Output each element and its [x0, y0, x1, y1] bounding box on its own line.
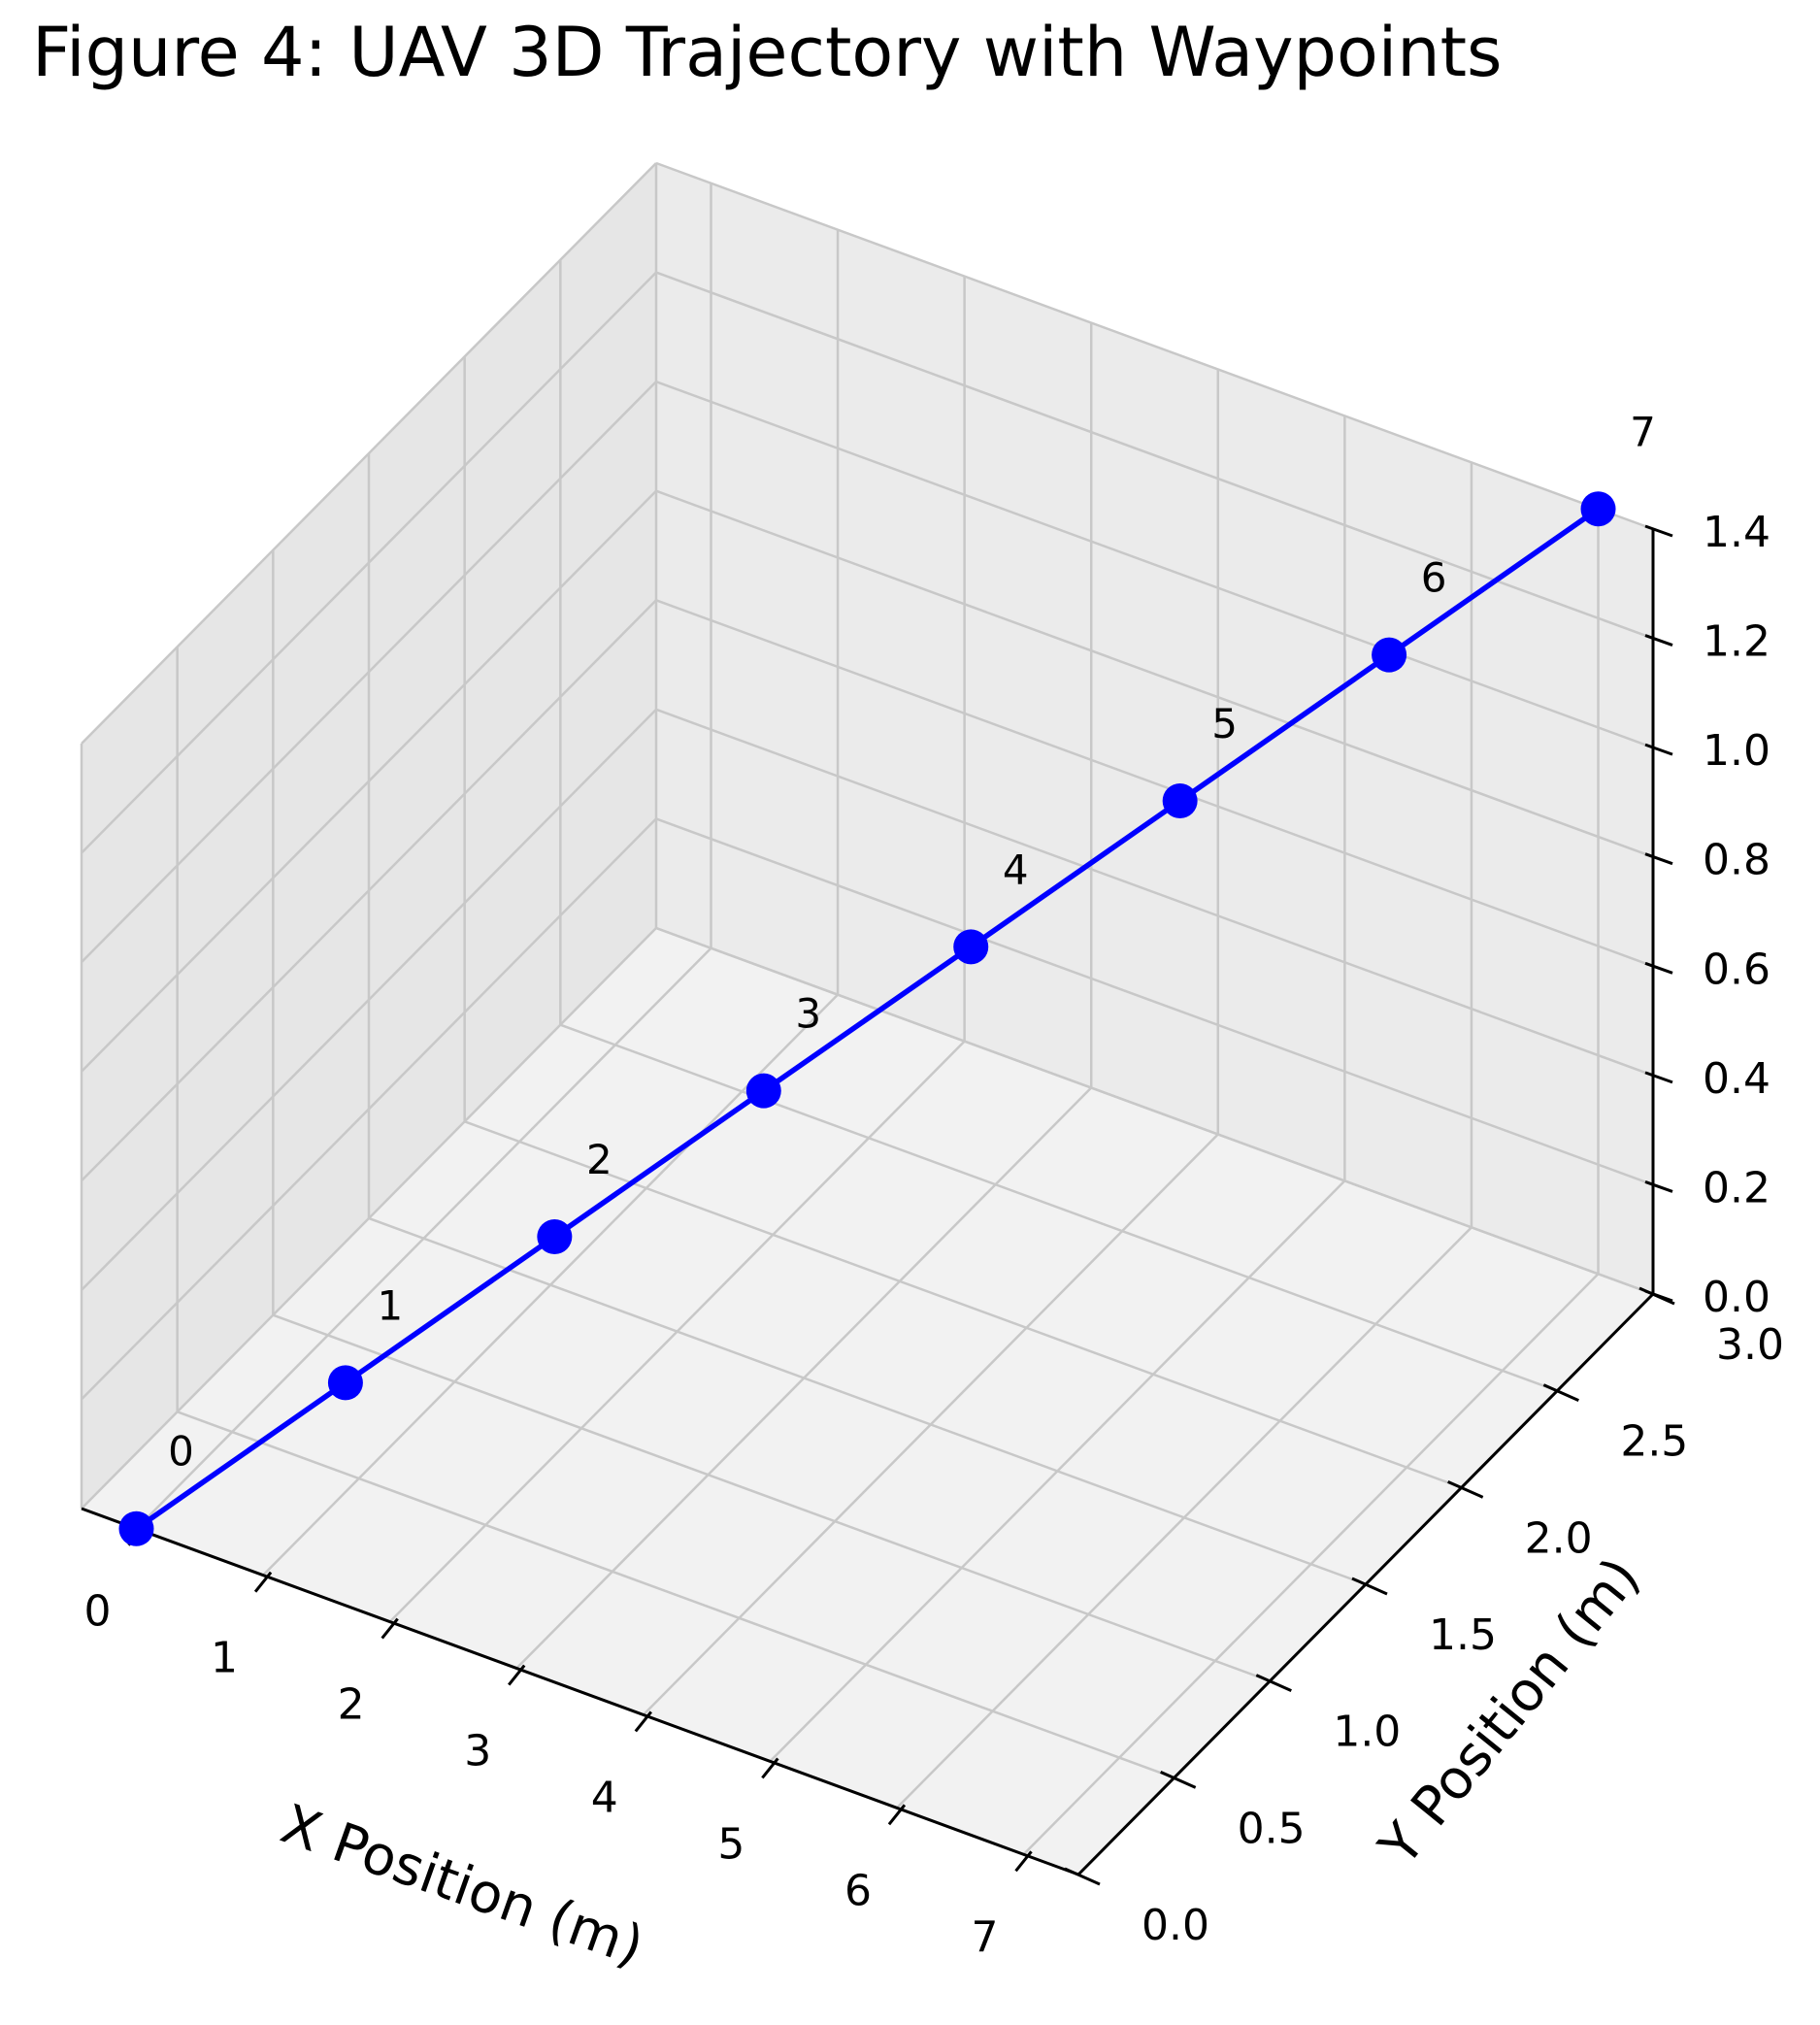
z-tick-label: 0.0 — [1703, 1273, 1770, 1322]
z-tick-label: 0.4 — [1703, 1054, 1770, 1104]
trajectory-series — [118, 491, 1616, 1546]
x-tick — [508, 1664, 526, 1686]
x-tick-label: 6 — [844, 1866, 872, 1915]
grid-z-left — [81, 489, 657, 1073]
x-tick — [381, 1617, 399, 1640]
grid-y-floor — [177, 1411, 1175, 1779]
grid-z-back — [655, 817, 1654, 1186]
waypoint-label: 4 — [1003, 846, 1029, 893]
waypoint-marker — [118, 1510, 154, 1546]
x-tick-label: 2 — [338, 1680, 365, 1730]
waypoint-label: 2 — [586, 1136, 612, 1183]
grid-z-left — [81, 271, 657, 854]
waypoint-marker — [745, 1073, 781, 1109]
y-tick-label: 1.5 — [1429, 1610, 1497, 1660]
waypoint-marker — [953, 929, 989, 965]
x-tick-label: 7 — [972, 1912, 999, 1962]
z-tick-label: 1.2 — [1703, 617, 1770, 667]
waypoint-label: 7 — [1630, 408, 1656, 455]
waypoint-marker — [1162, 782, 1198, 818]
x-tick-label: 0 — [83, 1587, 111, 1637]
x-tick — [887, 1804, 907, 1826]
x-tick-label: 5 — [717, 1819, 745, 1869]
grid-z-back — [655, 599, 1654, 968]
x-tick — [634, 1710, 652, 1733]
y-axis-label: Y Position (m) — [1367, 1546, 1652, 1878]
y-tick — [1542, 1383, 1579, 1403]
y-tick-label: 1.0 — [1333, 1708, 1401, 1757]
tick-marks — [127, 524, 1675, 1886]
x-tick-label: 3 — [464, 1727, 491, 1776]
x-tick — [761, 1757, 779, 1779]
waypoint-marker — [327, 1365, 363, 1401]
z-tick-label: 1.0 — [1703, 726, 1770, 776]
grid-z-left — [81, 708, 657, 1291]
waypoint-label: 3 — [795, 990, 821, 1038]
grid-y-floor — [272, 1313, 1271, 1682]
back-pane — [656, 163, 1653, 1294]
waypoint-label: 5 — [1211, 700, 1238, 747]
y-tick-label: 3.0 — [1716, 1320, 1784, 1370]
grid-z-back — [655, 926, 1654, 1296]
z-tick — [1644, 743, 1673, 756]
waypoint-marker — [1372, 637, 1407, 673]
z-tick-label: 0.2 — [1703, 1163, 1770, 1212]
grid-z-back — [655, 161, 1654, 531]
waypoint-marker — [1580, 491, 1616, 527]
grid-z-left — [81, 381, 657, 964]
y-tick — [1064, 1867, 1101, 1886]
z-tick — [1644, 1180, 1673, 1193]
trajectory-line — [134, 507, 1601, 1531]
x-axis-line — [81, 1507, 1079, 1876]
z-tick — [1644, 852, 1673, 866]
grid-z-left — [81, 927, 657, 1510]
grid-z-back — [655, 380, 1654, 749]
z-tick-label: 0.6 — [1703, 945, 1770, 994]
grid-z-back — [655, 489, 1654, 858]
y-tick — [1160, 1770, 1197, 1789]
chart-title: Figure 4: UAV 3D Trajectory with Waypoin… — [32, 13, 1503, 92]
y-tick-label: 0.5 — [1238, 1804, 1306, 1853]
z-tick — [1644, 1071, 1673, 1084]
x-tick-label: 4 — [591, 1773, 618, 1822]
grid-y-floor — [368, 1216, 1367, 1586]
z-tick — [1644, 634, 1673, 647]
z-tick-label: 1.4 — [1703, 508, 1770, 557]
waypoint-label: 6 — [1421, 554, 1447, 602]
grid-y-floor — [559, 1023, 1558, 1392]
grid-z-left — [81, 817, 657, 1401]
z-tick — [1644, 524, 1673, 538]
y-tick-label: 2.5 — [1620, 1417, 1688, 1467]
y-tick-label: 2.0 — [1525, 1513, 1593, 1563]
y-tick — [1255, 1674, 1292, 1693]
z-tick — [1644, 961, 1673, 975]
grid-z-back — [655, 271, 1654, 640]
z-tick — [1644, 1289, 1673, 1303]
x-tick — [1014, 1850, 1033, 1873]
x-tick-label: 1 — [211, 1634, 238, 1683]
grid-z-back — [655, 708, 1654, 1078]
y-tick — [1351, 1577, 1388, 1596]
waypoint-label: 1 — [378, 1281, 404, 1329]
y-tick-label: 0.0 — [1142, 1901, 1209, 1950]
x-tick — [253, 1571, 273, 1593]
grid-z-left — [81, 599, 657, 1182]
z-tick-label: 0.8 — [1703, 836, 1770, 885]
waypoint-marker — [537, 1219, 573, 1255]
waypoint-labels: 0 1 2 3 4 5 6 7 — [168, 408, 1656, 1475]
waypoint-label: 0 — [168, 1428, 194, 1476]
grid-lines — [80, 161, 1654, 1876]
y-tick — [1447, 1479, 1484, 1499]
grid-z-left — [81, 162, 657, 745]
